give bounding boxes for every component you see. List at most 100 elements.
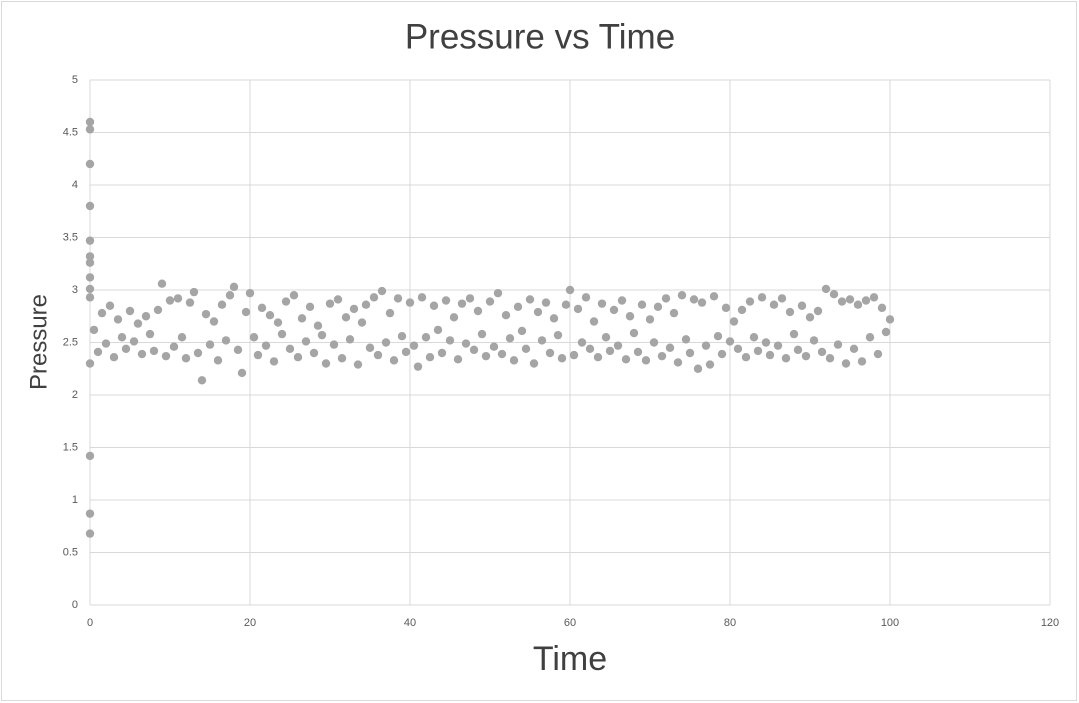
scatter-point (677, 291, 687, 300)
scatter-point (329, 340, 339, 349)
scatter-point (121, 344, 131, 353)
scatter-point (797, 301, 807, 310)
scatter-point (85, 273, 95, 282)
x-axis-title: Time (533, 640, 607, 678)
scatter-point (313, 321, 323, 330)
scatter-point (553, 330, 563, 340)
scatter-point (517, 326, 527, 336)
scatter-point (541, 298, 551, 307)
scatter-point (485, 297, 495, 306)
scatter-point (617, 296, 627, 305)
scatter-point (845, 295, 855, 304)
scatter-point (365, 343, 375, 352)
scatter-point (129, 337, 139, 346)
y-tick-label: 1.5 (63, 441, 78, 453)
scatter-point (253, 350, 263, 360)
scatter-point (401, 347, 411, 357)
scatter-point (721, 303, 731, 313)
scatter-point (337, 354, 347, 363)
scatter-point (885, 315, 895, 324)
scatter-point (705, 360, 715, 369)
scatter-point (377, 286, 387, 296)
scatter-point (189, 287, 199, 297)
scatter-point (89, 325, 99, 335)
scatter-point (605, 346, 615, 356)
scatter-point (737, 305, 747, 315)
y-tick-label: 4.5 (63, 126, 78, 138)
scatter-point (841, 359, 851, 368)
scatter-point (385, 308, 395, 318)
scatter-point (749, 333, 759, 342)
scatter-point (85, 258, 95, 267)
scatter-point (393, 294, 403, 303)
scatter-point (221, 336, 231, 345)
scatter-point (93, 347, 103, 357)
scatter-point (417, 293, 427, 302)
scatter-point (625, 312, 635, 321)
y-tick-label: 2 (72, 389, 78, 401)
scatter-point (97, 308, 107, 318)
scatter-point (261, 341, 271, 350)
y-tick-label: 3.5 (63, 231, 78, 243)
scatter-point (145, 329, 155, 339)
scatter-point (265, 311, 275, 320)
scatter-point (85, 451, 95, 461)
scatter-point (533, 307, 543, 317)
scatter-point (457, 299, 467, 308)
scatter-point (661, 294, 671, 303)
scatter-point (557, 354, 567, 363)
scatter-point (85, 529, 95, 538)
scatter-point (297, 314, 307, 323)
scatter-point (725, 337, 735, 346)
scatter-point (469, 345, 479, 355)
scatter-point (357, 318, 367, 327)
scatter-point (289, 291, 299, 300)
scatter-point (421, 333, 431, 342)
x-tick-label: 0 (87, 617, 93, 629)
scatter-point (813, 306, 823, 316)
scatter-point (717, 349, 727, 359)
scatter-point (525, 295, 535, 304)
scatter-point (453, 355, 463, 364)
scatter-point (197, 376, 207, 385)
scatter-point (589, 317, 599, 326)
scatter-point (641, 356, 651, 365)
x-tick-label: 40 (404, 617, 416, 629)
scatter-point (141, 312, 151, 321)
scatter-point (149, 346, 159, 356)
x-tick-label: 100 (881, 617, 899, 629)
scatter-point (513, 302, 523, 311)
scatter-point (229, 282, 239, 292)
scatter-point (785, 307, 795, 317)
scatter-point (369, 293, 379, 302)
scatter-point (101, 339, 111, 348)
scatter-point (257, 303, 267, 313)
scatter-point (877, 303, 887, 313)
scatter-point (241, 307, 251, 317)
scatter-point (85, 201, 95, 211)
scatter-point (825, 354, 835, 363)
scatter-point (381, 338, 391, 347)
scatter-point (577, 338, 587, 347)
scatter-point (613, 341, 623, 350)
scatter-point (869, 293, 879, 302)
scatter-point (169, 342, 179, 351)
scatter-point (873, 349, 883, 359)
scatter-point (857, 357, 867, 366)
scatter-point (317, 330, 327, 340)
scatter-point (505, 334, 515, 343)
scatter-point (433, 325, 443, 335)
scatter-point (829, 290, 839, 299)
scatter-point (269, 357, 279, 366)
scatter-point (713, 332, 723, 341)
scatter-point (481, 351, 491, 361)
scatter-point (153, 305, 163, 315)
scatter-point (657, 351, 667, 361)
scatter-point (529, 359, 539, 368)
scatter-point (633, 347, 643, 357)
scatter-point (645, 315, 655, 324)
scatter-point (325, 299, 335, 308)
scatter-point (465, 294, 475, 303)
scatter-point (85, 293, 95, 302)
